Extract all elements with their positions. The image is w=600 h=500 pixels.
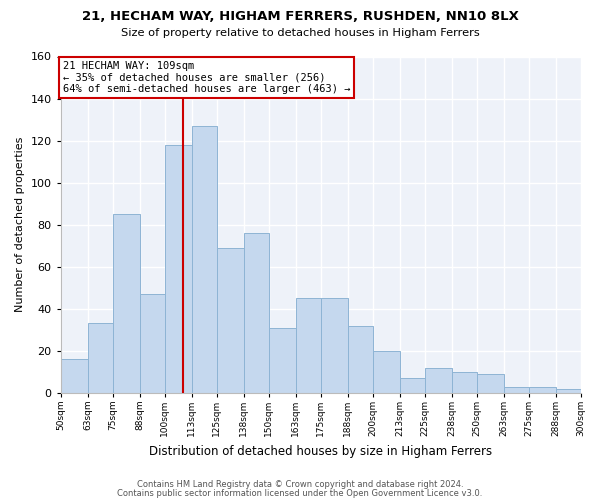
- Bar: [140, 294, 164, 393]
- Bar: [113, 214, 140, 393]
- Bar: [61, 359, 88, 393]
- Bar: [217, 248, 244, 393]
- Text: Contains public sector information licensed under the Open Government Licence v3: Contains public sector information licen…: [118, 490, 482, 498]
- Bar: [88, 324, 113, 393]
- Bar: [373, 351, 400, 393]
- Bar: [425, 368, 452, 393]
- Bar: [269, 328, 296, 393]
- Bar: [400, 378, 425, 393]
- Bar: [556, 388, 581, 393]
- Text: 21, HECHAM WAY, HIGHAM FERRERS, RUSHDEN, NN10 8LX: 21, HECHAM WAY, HIGHAM FERRERS, RUSHDEN,…: [82, 10, 518, 23]
- Bar: [476, 374, 503, 393]
- Bar: [347, 326, 373, 393]
- Text: Size of property relative to detached houses in Higham Ferrers: Size of property relative to detached ho…: [121, 28, 479, 38]
- Bar: [320, 298, 347, 393]
- Text: 21 HECHAM WAY: 109sqm
← 35% of detached houses are smaller (256)
64% of semi-det: 21 HECHAM WAY: 109sqm ← 35% of detached …: [63, 60, 350, 94]
- Bar: [244, 233, 269, 393]
- Bar: [296, 298, 320, 393]
- Bar: [191, 126, 217, 393]
- X-axis label: Distribution of detached houses by size in Higham Ferrers: Distribution of detached houses by size …: [149, 444, 492, 458]
- Bar: [503, 386, 529, 393]
- Bar: [164, 145, 191, 393]
- Y-axis label: Number of detached properties: Number of detached properties: [15, 137, 25, 312]
- Bar: [452, 372, 476, 393]
- Text: Contains HM Land Registry data © Crown copyright and database right 2024.: Contains HM Land Registry data © Crown c…: [137, 480, 463, 489]
- Bar: [529, 386, 556, 393]
